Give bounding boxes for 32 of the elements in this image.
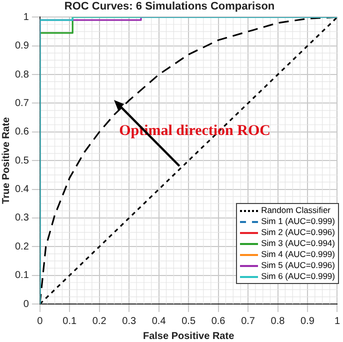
x-tick-label: 0.5: [182, 316, 196, 327]
x-axis-title: False Positive Rate: [142, 330, 235, 342]
x-tick-label: 0.1: [62, 316, 78, 327]
y-tick-label: 1: [23, 12, 30, 23]
y-axis-title: True Positive Rate: [0, 116, 12, 204]
y-tick-label: 0: [23, 298, 30, 310]
y-tick-label: 0.7: [14, 98, 30, 109]
legend-label: Sim 3 (AUC=0.994): [261, 238, 335, 249]
chart-title: ROC Curves: 6 Simulations Comparison: [64, 0, 275, 13]
legend-label: Random Classifier: [261, 205, 331, 216]
y-tick-label: 0.4: [14, 184, 30, 196]
x-tick-label: 0.9: [300, 316, 315, 327]
y-tick-label: 0.2: [14, 241, 30, 252]
x-tick-label: 0.6: [211, 316, 226, 327]
y-tick-label: 0.5: [14, 155, 30, 166]
y-tick-label: 0.6: [14, 126, 30, 138]
legend-label: Sim 1 (AUC=0.999): [261, 216, 335, 227]
legend-label: Sim 2 (AUC=0.996): [261, 227, 335, 238]
x-tick-label: 0.7: [241, 316, 256, 327]
x-tick-label: 0: [37, 316, 44, 327]
x-tick-label: 1: [334, 316, 340, 327]
legend-label: Sim 4 (AUC=0.999): [261, 249, 335, 260]
x-tick-label: 0.2: [92, 316, 107, 327]
x-tick-label: 0.8: [270, 316, 286, 327]
x-tick-label: 0.4: [152, 316, 166, 327]
legend-label: Sim 5 (AUC=0.996): [261, 260, 335, 271]
y-tick-label: 0.3: [14, 212, 30, 224]
y-tick-label: 0.9: [14, 40, 30, 52]
legend-label: Sim 6 (AUC=0.999): [261, 271, 335, 282]
y-tick-label: 0.1: [14, 270, 30, 282]
y-tick-label: 0.8: [14, 69, 30, 80]
x-tick-label: 0.3: [122, 316, 136, 327]
